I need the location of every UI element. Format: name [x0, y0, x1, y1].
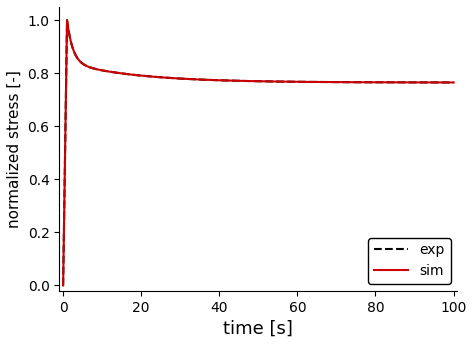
exp [60, 283, 66, 287]
sim [117, 71, 123, 75]
Legend: exp, sim: exp, sim [368, 238, 450, 284]
Y-axis label: normalized stress [-]: normalized stress [-] [7, 70, 22, 228]
exp [64, 18, 70, 22]
exp [315, 80, 320, 84]
sim [110, 70, 116, 74]
sim [64, 18, 70, 22]
exp [117, 71, 123, 75]
sim [181, 77, 186, 81]
exp [451, 80, 456, 85]
exp [425, 80, 431, 85]
Line: sim: sim [63, 20, 454, 285]
exp [181, 77, 186, 81]
exp [81, 62, 87, 67]
sim [60, 283, 66, 287]
sim [425, 80, 431, 85]
sim [451, 80, 456, 85]
Line: exp: exp [63, 20, 454, 285]
sim [81, 62, 87, 67]
X-axis label: time [s]: time [s] [223, 320, 293, 338]
exp [110, 70, 116, 74]
sim [315, 80, 320, 84]
